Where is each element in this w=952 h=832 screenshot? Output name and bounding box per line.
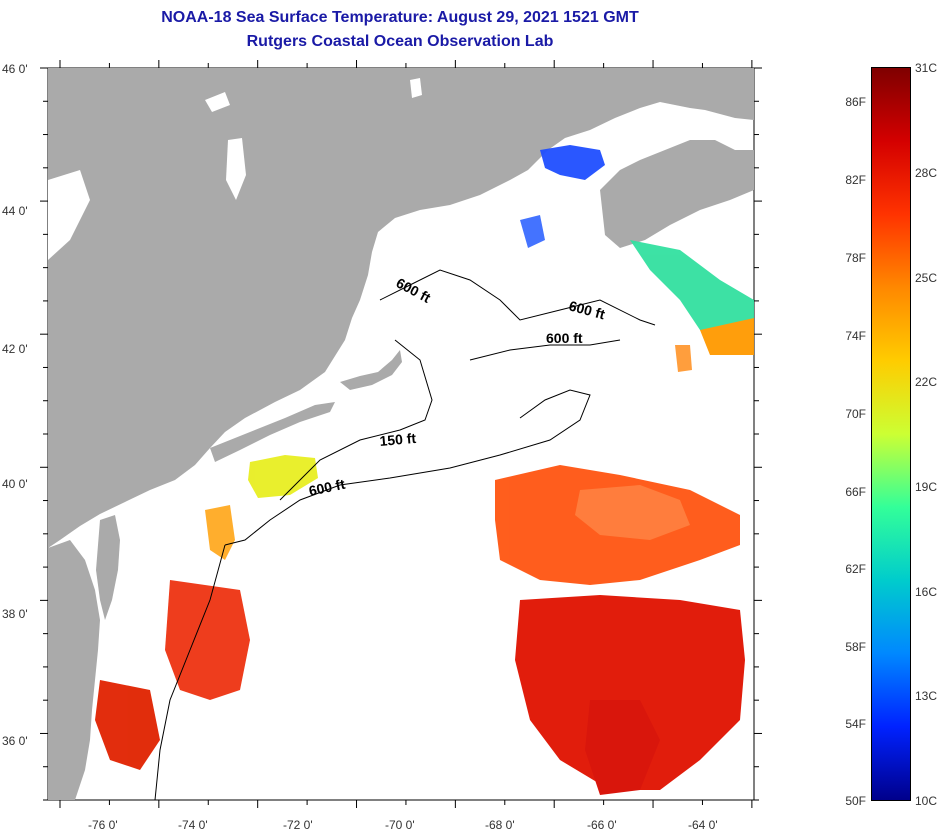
colorbar-f-label: 74F xyxy=(845,329,866,343)
lon-label: -74 0' xyxy=(178,818,208,832)
lon-label: -72 0' xyxy=(283,818,313,832)
contour-label-4: 150 ft xyxy=(379,430,417,449)
lat-label: 42 0' xyxy=(2,342,28,356)
sst-patch-nyb xyxy=(248,455,318,498)
lon-label: -66 0' xyxy=(587,818,617,832)
land-mid-atlantic xyxy=(48,540,100,800)
contour-label-3: 600 ft xyxy=(546,330,583,346)
latitude-labels: 46 0' 44 0' 42 0' 40 0' 38 0' 36 0' xyxy=(2,62,28,748)
colorbar-f-label: 50F xyxy=(845,794,866,808)
sst-patch-hatteras xyxy=(95,680,160,770)
sst-patch-shelf-south xyxy=(165,580,250,700)
sst-patch-novascotia xyxy=(630,240,754,350)
sst-patch-fundy xyxy=(540,145,605,180)
colorbar-f-label: 82F xyxy=(845,173,866,187)
colorbar-c-label: 16C xyxy=(915,585,938,599)
sst-patch-nj xyxy=(205,505,235,560)
sst-patches xyxy=(95,145,754,795)
land-cape-cod xyxy=(340,350,402,390)
land-long-island xyxy=(210,402,335,462)
bathymetry-contours xyxy=(154,269,656,801)
contour-600ft-georges xyxy=(469,339,621,361)
contour-shelf-edge-south xyxy=(154,544,226,801)
lat-label: 36 0' xyxy=(2,734,28,748)
colorbar-c-label: 22C xyxy=(915,375,938,389)
lat-label: 40 0' xyxy=(2,477,28,491)
land-delmarva xyxy=(96,515,120,620)
land-north-america xyxy=(48,68,754,548)
sst-patch-gulfstream-warm xyxy=(575,485,690,540)
map-subtitle: Rutgers Coastal Ocean Observation Lab xyxy=(246,33,554,50)
colorbar-f-label: 78F xyxy=(845,251,866,265)
lat-label: 46 0' xyxy=(2,62,28,76)
inland-lakes xyxy=(48,78,422,260)
lat-label: 44 0' xyxy=(2,204,28,218)
colorbar-c-label: 13C xyxy=(915,689,938,703)
sst-patch-maine xyxy=(520,215,545,248)
sst-patch-ns-warm xyxy=(700,318,754,355)
contour-600ft-shelf xyxy=(224,389,591,546)
contour-label-5: 600 ft xyxy=(307,476,346,499)
sst-patch-sargasso-2 xyxy=(585,700,660,795)
lon-label: -68 0' xyxy=(485,818,515,832)
colorbar-c-label: 25C xyxy=(915,271,938,285)
lon-label: -70 0' xyxy=(385,818,415,832)
colorbar-f-label: 54F xyxy=(845,717,866,731)
colorbar-c-label: 28C xyxy=(915,166,938,180)
colorbar-c-label: 10C xyxy=(915,794,938,808)
colorbar-c-label: 31C xyxy=(915,61,938,75)
map-title: NOAA-18 Sea Surface Temperature: August … xyxy=(161,9,639,26)
colorbar-f-label: 70F xyxy=(845,407,866,421)
colorbar-f-label: 66F xyxy=(845,485,866,499)
lat-label: 38 0' xyxy=(2,607,28,621)
lon-label: -76 0' xyxy=(88,818,118,832)
colorbar-f-label: 62F xyxy=(845,562,866,576)
lon-label: -64 0' xyxy=(688,818,718,832)
temperature-colorbar xyxy=(871,67,911,801)
sst-patch-sargasso xyxy=(515,595,745,790)
contour-150ft xyxy=(279,339,433,501)
longitude-labels: -76 0' -74 0' -72 0' -70 0' -68 0' -66 0… xyxy=(88,818,718,832)
colorbar-c-label: 19C xyxy=(915,480,938,494)
axis-ticks xyxy=(40,60,762,808)
colorbar-f-label: 58F xyxy=(845,640,866,654)
sst-patch-georges xyxy=(675,345,692,372)
land-nova-scotia xyxy=(600,140,754,248)
colorbar-f-label: 86F xyxy=(845,95,866,109)
land-masses xyxy=(48,68,754,800)
contour-600ft-gulf-maine xyxy=(379,269,656,326)
